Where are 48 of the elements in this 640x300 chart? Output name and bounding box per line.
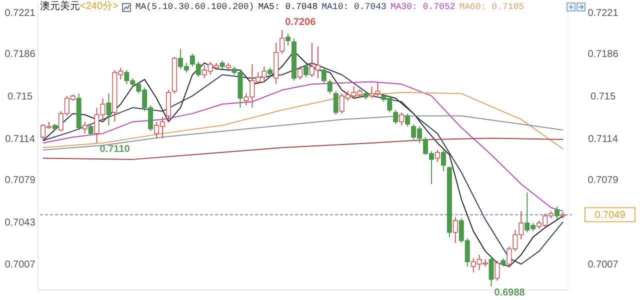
y2-tick-label: 0.7221	[588, 8, 619, 19]
y-tick-label: 0.7007	[4, 260, 36, 271]
candlestick	[554, 206, 560, 220]
candlestick	[106, 93, 112, 126]
y2-tick-label: 0.7186	[588, 49, 619, 60]
text: MA60: 0.7105	[459, 1, 524, 13]
y2-tick-label: 0.715	[590, 91, 616, 102]
candlestick	[333, 90, 338, 116]
candlestick	[268, 67, 273, 78]
y2-tick-label: 0.7114	[588, 134, 618, 145]
candlestick	[286, 33, 291, 46]
text: MA5: 0.7048	[258, 1, 318, 13]
text: MA10: 0.7043	[322, 1, 386, 13]
annotation: 0.6988	[494, 287, 526, 298]
line-series	[42, 115, 564, 151]
y-tick-label: 0.7221	[4, 8, 36, 19]
candlestick	[488, 255, 494, 287]
candlestick	[393, 110, 398, 125]
candlestick	[82, 121, 88, 134]
annotation: MA(5.10.30.60.100.200)	[135, 1, 254, 13]
candlestick	[452, 216, 458, 244]
candlestick	[321, 67, 326, 84]
y2-tick-label: 0.7079	[588, 174, 619, 186]
line-series	[42, 81, 564, 212]
text: MA30: 0.7052	[390, 1, 456, 13]
candlestick	[88, 124, 94, 136]
candlestick	[440, 150, 446, 172]
candlestick	[494, 260, 500, 282]
candlestick	[166, 90, 172, 122]
candlestick	[399, 112, 404, 126]
y-tick-label: 0.7186	[4, 49, 36, 60]
candlestick	[405, 113, 410, 128]
y-tick-label: 0.715	[7, 91, 33, 102]
annotation: 0.7206	[285, 17, 316, 28]
y-tick-label: 0.7114	[5, 134, 36, 145]
y2-tick-label: 0.7007	[588, 260, 619, 271]
chart-subtitle: <240分>	[80, 1, 118, 13]
candlestick	[327, 78, 332, 94]
candlestick	[434, 150, 440, 162]
candlestick	[280, 30, 285, 54]
line-series	[42, 138, 564, 160]
candlestick	[303, 64, 308, 78]
chart-title: 澳元美元	[40, 1, 80, 13]
y-tick-label: 0.7079	[4, 174, 36, 186]
y-tick-label: 0.7043	[4, 217, 36, 228]
annotation: 0.7110	[100, 144, 130, 155]
candlestick	[298, 66, 303, 80]
ref-line-label: 0.7049	[594, 210, 626, 222]
